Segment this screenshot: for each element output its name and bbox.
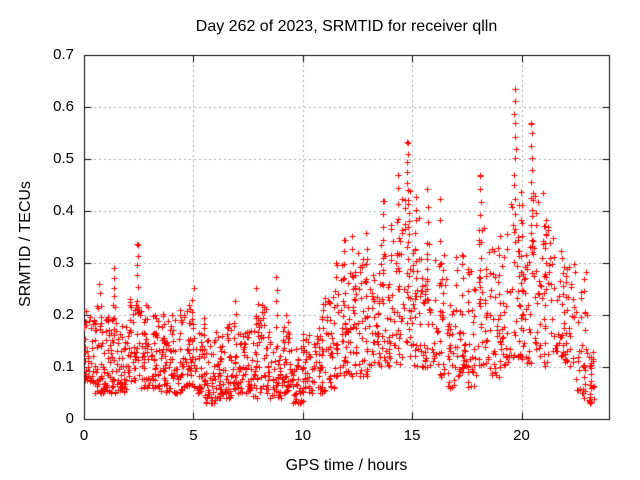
x-tick-label: 10 (294, 427, 312, 444)
y-tick-label: 0.3 (53, 254, 74, 271)
y-tick-label: 0 (65, 410, 74, 427)
x-tick-label: 0 (79, 427, 89, 444)
y-tick-label: 0.5 (53, 150, 74, 167)
x-axis-label: GPS time / hours (285, 457, 408, 474)
y-tick-label: 0.7 (53, 46, 74, 63)
y-tick-label: 0.2 (53, 306, 74, 323)
y-tick-label: 0.6 (53, 98, 74, 115)
chart-title: Day 262 of 2023, SRMTID for receiver qll… (195, 18, 498, 35)
y-tick-label: 0.4 (53, 202, 74, 219)
x-tick-label: 5 (189, 427, 198, 444)
y-tick-label: 0.1 (53, 358, 74, 375)
y-axis-label: SRMTID / TECUs (17, 181, 34, 307)
x-tick-label: 20 (513, 427, 530, 444)
x-tick-label: 15 (403, 427, 421, 444)
